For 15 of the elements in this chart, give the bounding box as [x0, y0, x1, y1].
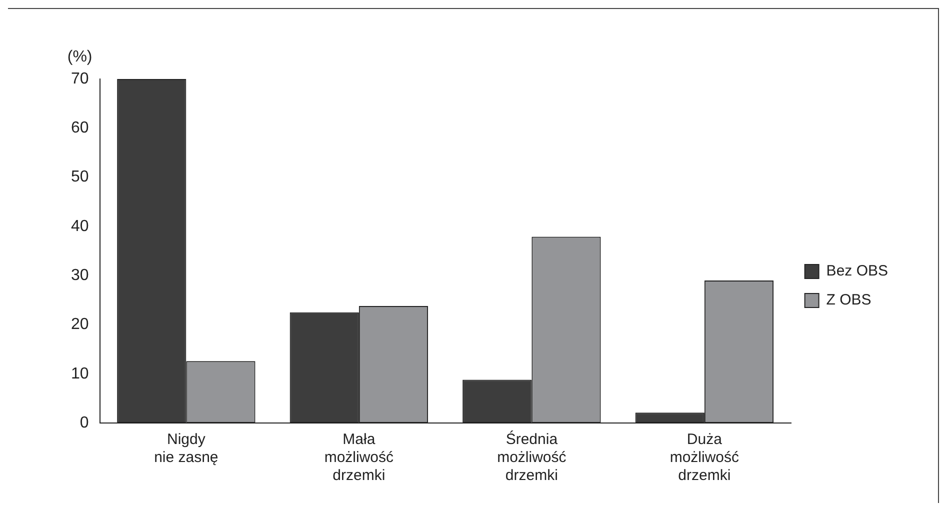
y-tick-label: 40	[71, 218, 89, 235]
legend-label: Bez OBS	[826, 262, 888, 280]
x-tick-label: Mała możliwość drzemki	[324, 431, 394, 484]
x-tick-label: Średnia możliwość drzemki	[497, 430, 567, 484]
y-tick-label: 30	[71, 266, 89, 284]
y-tick-label: 60	[71, 120, 89, 137]
x-tick-label: Duża możliwość drzemki	[670, 431, 740, 484]
x-tick-label: Nigdy nie zasnę	[154, 431, 218, 466]
y-tick-label: 50	[71, 168, 89, 186]
legend-label: Z OBS	[826, 292, 872, 309]
y-tick-label: 70	[71, 70, 89, 88]
y-tick-label: 10	[71, 365, 89, 382]
y-tick-label: 20	[71, 316, 89, 334]
y-axis-title: (%)	[67, 48, 92, 66]
y-tick-label: 0	[80, 414, 89, 432]
